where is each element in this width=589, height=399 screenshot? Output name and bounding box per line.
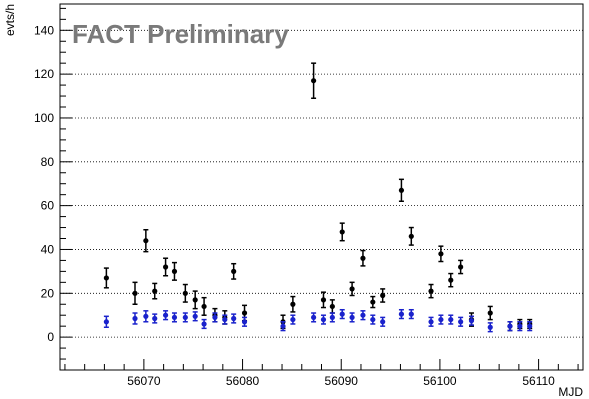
data-point [143, 313, 149, 319]
data-point [201, 303, 207, 310]
data-point [152, 288, 158, 294]
data-point [458, 264, 464, 270]
data-point [438, 251, 444, 257]
x-tick-label: 56080 [226, 374, 260, 388]
series-black [103, 62, 533, 332]
data-point [132, 315, 138, 322]
x-tick-label: 56110 [522, 374, 555, 388]
y-axis: 0 20 40 60 80 100 120 140 [34, 7, 72, 360]
data-point [162, 312, 169, 318]
data-point [517, 323, 523, 329]
data-point [103, 319, 109, 325]
x-axis: 56070 56080 56090 56100 56110 [64, 359, 579, 388]
data-point [398, 311, 405, 317]
data-point [339, 311, 345, 317]
data-point [468, 318, 475, 324]
data-point [360, 255, 366, 261]
data-point [329, 314, 335, 321]
data-point [398, 187, 405, 193]
data-point [132, 290, 138, 296]
data-point [320, 297, 327, 303]
data-point [192, 297, 198, 303]
data-point [339, 229, 345, 235]
x-tick-label: 56090 [325, 374, 359, 388]
data-point [487, 324, 493, 330]
data-point [438, 316, 444, 323]
data-point [222, 316, 228, 323]
data-point [103, 275, 109, 281]
data-point [171, 268, 178, 274]
data-point [231, 315, 237, 322]
series-blue [103, 308, 533, 333]
y-tick-label: 40 [41, 242, 55, 256]
y-axis-title: evts/h [3, 4, 17, 36]
data-point [290, 301, 296, 307]
data-point [448, 277, 454, 283]
data-point [428, 319, 434, 325]
y-tick-label: 100 [34, 111, 54, 125]
data-point [162, 264, 169, 270]
watermark: FACT Preliminary [72, 19, 289, 49]
data-point [280, 323, 286, 329]
data-point [380, 292, 386, 299]
x-tick-label: 56100 [423, 374, 457, 388]
y-tick-label: 0 [47, 330, 54, 344]
data-point [408, 233, 414, 239]
data-point [143, 238, 149, 244]
data-point [527, 323, 533, 329]
data-point [311, 314, 317, 321]
grid [60, 29, 583, 338]
data-point [487, 310, 493, 316]
data-point [349, 286, 355, 292]
x-tick-label: 56070 [127, 374, 161, 388]
data-point [231, 268, 237, 274]
data-point [192, 313, 198, 319]
data-point [370, 316, 376, 323]
data-point [380, 319, 386, 325]
data-point [212, 314, 218, 321]
data-point [428, 288, 434, 294]
data-point [507, 323, 513, 329]
data-point [448, 316, 454, 323]
data-point [360, 312, 366, 318]
y-tick-label: 120 [34, 67, 54, 81]
data-point [311, 78, 317, 84]
data-point [241, 319, 248, 325]
data-point [458, 319, 464, 325]
data-point [241, 310, 248, 316]
data-point [201, 321, 207, 327]
data-point [370, 299, 376, 305]
data-point [152, 315, 158, 322]
data-point [171, 314, 178, 321]
x-axis-title: MJD [558, 385, 583, 399]
data-point [329, 303, 335, 310]
y-tick-label: 60 [41, 199, 55, 213]
y-tick-label: 20 [41, 286, 55, 300]
data-point [349, 314, 355, 321]
data-point [408, 311, 414, 317]
data-point [182, 314, 188, 321]
data-point [320, 316, 327, 323]
data-point [290, 316, 296, 323]
y-tick-label: 140 [34, 23, 54, 37]
y-tick-label: 80 [41, 155, 55, 169]
data-series [103, 62, 533, 333]
data-point [182, 290, 188, 296]
